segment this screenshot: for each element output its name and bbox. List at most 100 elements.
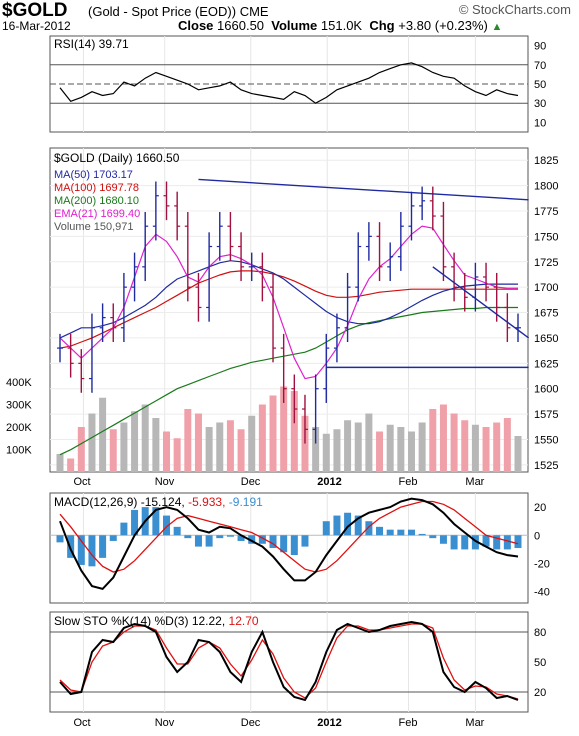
chart-header: $GOLD (Gold - Spot Price (EOD)) CME 16-M… <box>0 0 579 34</box>
macd-histogram-bar <box>290 535 298 556</box>
macd-histogram-bar <box>471 535 479 550</box>
volume-bar <box>418 422 426 472</box>
sto-d-line <box>59 623 519 700</box>
volume-label: Volume <box>271 18 318 33</box>
price-y-tick-label: 1825 <box>534 155 558 167</box>
macd-histogram-bar <box>503 535 511 550</box>
price-x-tick-label: Mar <box>465 476 484 488</box>
volume-value: 151.0K <box>320 18 363 33</box>
sto-x-tick-label: Mar <box>465 717 484 729</box>
macd-y-tick-label: 20 <box>534 502 546 514</box>
volume-bar <box>354 422 362 472</box>
macd-histogram-bar <box>407 529 415 536</box>
macd-histogram-bar <box>258 535 266 544</box>
up-arrow-icon: ▲ <box>491 21 503 33</box>
price-y-tick-label: 1600 <box>534 384 558 396</box>
ma200-line <box>59 306 518 456</box>
volume-y-tick-label: 300K <box>6 400 32 412</box>
price-y-tick-label: 1675 <box>534 308 558 320</box>
volume-bar <box>376 431 384 472</box>
rsi-y-tick-label: 50 <box>534 79 546 91</box>
macd-histogram-bar <box>88 535 96 567</box>
volume-bar <box>226 420 234 472</box>
volume-bar <box>77 427 85 472</box>
volume-bar <box>461 420 469 472</box>
volume-bar <box>99 397 107 472</box>
volume-bar <box>216 422 224 472</box>
price-y-tick-label: 1775 <box>534 206 558 218</box>
rsi-y-tick-label: 70 <box>534 60 546 72</box>
price-legend-item: MA(50) 1703.17 <box>54 169 133 181</box>
macd-histogram-bar <box>450 535 458 550</box>
volume-bar <box>290 391 298 472</box>
volume-bar <box>248 415 256 472</box>
macd-histogram-bar <box>344 512 352 536</box>
sto-legend-part: 12.70 <box>225 614 259 628</box>
sto-y-tick-label: 80 <box>534 627 546 639</box>
macd-histogram-bar <box>269 535 277 548</box>
volume-bar <box>365 413 373 472</box>
volume-bar <box>237 429 245 472</box>
price-y-tick-label: 1575 <box>534 409 558 421</box>
volume-bar <box>109 429 117 472</box>
price-legend-item: EMA(21) 1699.40 <box>54 208 140 220</box>
macd-line <box>59 497 519 591</box>
volume-bar <box>88 413 96 472</box>
trendline <box>432 266 530 339</box>
volume-bar <box>205 427 213 472</box>
macd-histogram-bar <box>397 529 405 536</box>
price-x-tick-label: 2012 <box>317 476 341 488</box>
quote-summary: Close 1660.50 Volume 151.0K Chg +3.80 (+… <box>178 18 502 33</box>
macd-histogram-bar <box>418 533 426 536</box>
price-y-tick-label: 1650 <box>534 333 558 345</box>
volume-bar <box>194 413 202 472</box>
quote-date: 16-Mar-2012 <box>2 19 71 33</box>
volume-y-tick-label: 400K <box>6 377 32 389</box>
symbol: $GOLD <box>2 0 68 21</box>
volume-bar <box>280 386 288 472</box>
macd-histogram-bar <box>237 535 245 541</box>
macd-histogram-bar <box>194 535 202 547</box>
ma50-line <box>59 260 518 339</box>
macd-y-tick-label: 0 <box>534 530 540 542</box>
price-y-tick-label: 1800 <box>534 181 558 193</box>
sto-legend-part: Slow STO %K(14) %D(3) 12.22, <box>54 614 225 628</box>
sto-legend: Slow STO %K(14) %D(3) 12.22, 12.70 <box>54 614 259 628</box>
rsi-y-tick-label: 90 <box>534 41 546 53</box>
rsi-legend: RSI(14) 39.71 <box>54 37 129 51</box>
trendline <box>198 178 529 201</box>
macd-histogram-bar <box>365 521 373 536</box>
macd-histogram-bar <box>482 535 490 547</box>
price-legend-item: Volume 150,971 <box>54 221 134 233</box>
macd-histogram-bar <box>226 535 234 537</box>
volume-bar <box>514 436 522 472</box>
sto-x-tick-label: 2012 <box>317 717 341 729</box>
macd-histogram-bar <box>131 509 139 536</box>
volume-bar <box>450 413 458 472</box>
macd-histogram-bar <box>99 535 107 558</box>
volume-bar <box>312 427 320 472</box>
sto-x-tick-label: Feb <box>399 717 418 729</box>
volume-bar <box>301 415 309 472</box>
symbol-subtitle: (Gold - Spot Price (EOD)) CME <box>88 4 269 19</box>
price-x-tick-label: Feb <box>399 476 418 488</box>
macd-histogram-bar <box>56 535 64 543</box>
volume-bar <box>120 422 128 472</box>
macd-histogram-bar <box>354 515 362 536</box>
macd-histogram-bar <box>376 526 384 536</box>
price-legend-item: MA(200) 1680.10 <box>54 195 139 207</box>
macd-signal-line <box>59 500 519 573</box>
volume-bar <box>439 404 447 472</box>
volume-bar <box>429 409 437 472</box>
volume-bar <box>344 420 352 472</box>
volume-bar <box>333 429 341 472</box>
macd-histogram-bar <box>173 526 181 536</box>
macd-histogram-bar <box>439 535 447 544</box>
volume-bar <box>141 404 149 472</box>
macd-y-tick-label: -40 <box>534 587 550 599</box>
price-legend-item: MA(100) 1697.78 <box>54 182 139 194</box>
macd-histogram-bar <box>301 535 309 547</box>
macd-histogram-bar <box>109 535 117 541</box>
price-x-tick-label: Nov <box>155 476 175 488</box>
